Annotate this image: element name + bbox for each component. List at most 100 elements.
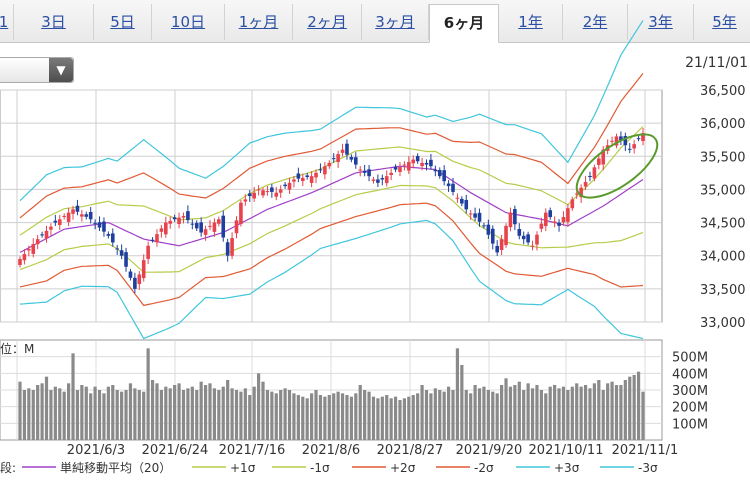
- candle-body: [389, 172, 393, 175]
- volume-bar: [636, 371, 641, 440]
- tab-12[interactable]: 5年: [694, 4, 750, 40]
- volume-tick-label: 100M: [672, 417, 708, 432]
- candle-body: [31, 244, 36, 254]
- volume-bar: [164, 386, 168, 440]
- tab-6[interactable]: 2ヶ月: [293, 4, 362, 40]
- price-tick-label: 34,500: [700, 217, 746, 232]
- volume-plot-frame: [0, 339, 663, 441]
- candle-body: [371, 179, 376, 181]
- candle-body: [159, 228, 164, 232]
- candle-body: [75, 205, 80, 212]
- candle-body: [354, 157, 358, 165]
- volume-bars: [18, 348, 645, 440]
- candles: [18, 128, 659, 294]
- volume-bar: [150, 380, 155, 440]
- tab-2[interactable]: 3日: [14, 4, 94, 40]
- volume-bar: [186, 388, 190, 440]
- legend-label: +3σ: [554, 461, 580, 475]
- candle-body: [566, 208, 570, 222]
- candle-body: [588, 176, 592, 178]
- volume-bar: [446, 386, 451, 440]
- price-plot-frame: [0, 89, 663, 323]
- price-tick-label: 35,500: [700, 150, 746, 165]
- volume-bar: [438, 390, 442, 440]
- volume-bar: [279, 390, 283, 440]
- candle-body: [619, 136, 623, 141]
- volume-bar: [610, 381, 614, 440]
- volume-bar: [115, 390, 119, 440]
- volume-bar: [583, 385, 588, 440]
- volume-grid: [0, 339, 663, 441]
- volume-bar: [208, 383, 212, 440]
- volume-bar: [71, 353, 75, 440]
- volume-bar: [53, 386, 57, 440]
- price-tick-label: 33,500: [700, 283, 746, 298]
- volume-bar: [128, 383, 133, 440]
- volume-bar: [190, 386, 194, 440]
- candle-body: [583, 181, 588, 187]
- candle-body: [641, 133, 645, 141]
- volume-bar: [340, 393, 345, 440]
- tab-3[interactable]: 5日: [94, 4, 152, 40]
- volume-bar: [354, 393, 358, 440]
- legend-label: -1σ: [310, 461, 330, 475]
- volume-bar: [62, 391, 66, 440]
- candle-body: [451, 183, 455, 192]
- volume-bar: [93, 386, 97, 440]
- volume-bar: [310, 393, 314, 440]
- candle-body: [508, 212, 513, 228]
- tab-10[interactable]: 2年: [563, 4, 628, 40]
- minus-3-sigma-line: [19, 219, 644, 340]
- candle-body: [548, 210, 553, 218]
- candle-body: [535, 234, 539, 245]
- candle-body: [499, 239, 504, 251]
- volume-bar: [380, 396, 384, 440]
- volume-bar: [557, 388, 561, 440]
- volume-bar: [442, 391, 446, 440]
- volume-bar: [579, 386, 583, 440]
- tab-11[interactable]: 3年: [628, 4, 694, 40]
- legend-label: +1σ: [230, 461, 256, 475]
- chart-type-select[interactable]: ▼: [0, 57, 74, 83]
- tab-1[interactable]: 1: [0, 4, 14, 40]
- candle-body: [384, 176, 389, 184]
- price-tick-label: 36,000: [700, 117, 746, 132]
- legend: 段: 単純移動平均（20） +1σ -1σ +2σ -2σ +3σ -3σ: [0, 460, 658, 475]
- candle-body: [128, 271, 133, 278]
- candle-body: [18, 259, 22, 265]
- tab-7[interactable]: 3ヶ月: [362, 4, 429, 40]
- volume-bar: [217, 390, 221, 440]
- volume-bar: [504, 378, 508, 440]
- tab-5[interactable]: 1ヶ月: [225, 4, 293, 40]
- tab-8[interactable]: 6ヶ月: [429, 4, 499, 43]
- candle-body: [552, 221, 557, 224]
- candle-body: [376, 179, 380, 183]
- volume-bar: [323, 396, 327, 440]
- volume-bar: [367, 391, 371, 440]
- candle-body: [296, 173, 301, 179]
- volume-bar: [314, 390, 318, 440]
- candle-body: [203, 229, 208, 235]
- chevron-down-icon[interactable]: ▼: [49, 58, 73, 82]
- candle-body: [71, 209, 75, 214]
- candle-body: [146, 245, 150, 259]
- candle-body: [468, 213, 473, 215]
- tab-4[interactable]: 10日: [152, 4, 225, 40]
- minus-2-sigma-line: [19, 202, 644, 307]
- volume-bar: [477, 388, 482, 440]
- volume-bar: [539, 390, 543, 440]
- candle-body: [199, 222, 203, 233]
- volume-bar: [173, 385, 177, 440]
- volume-bar: [181, 390, 186, 440]
- volume-bar: [177, 383, 181, 440]
- volume-bar: [256, 373, 261, 440]
- candle-body: [252, 192, 256, 199]
- volume-bar: [234, 390, 239, 440]
- volume-bar: [530, 388, 535, 440]
- volume-bar: [597, 380, 601, 440]
- candle-body: [88, 211, 93, 220]
- volume-bar: [27, 388, 31, 440]
- tab-9[interactable]: 1年: [499, 4, 563, 40]
- candle-body: [110, 233, 115, 243]
- volume-bar: [89, 393, 93, 440]
